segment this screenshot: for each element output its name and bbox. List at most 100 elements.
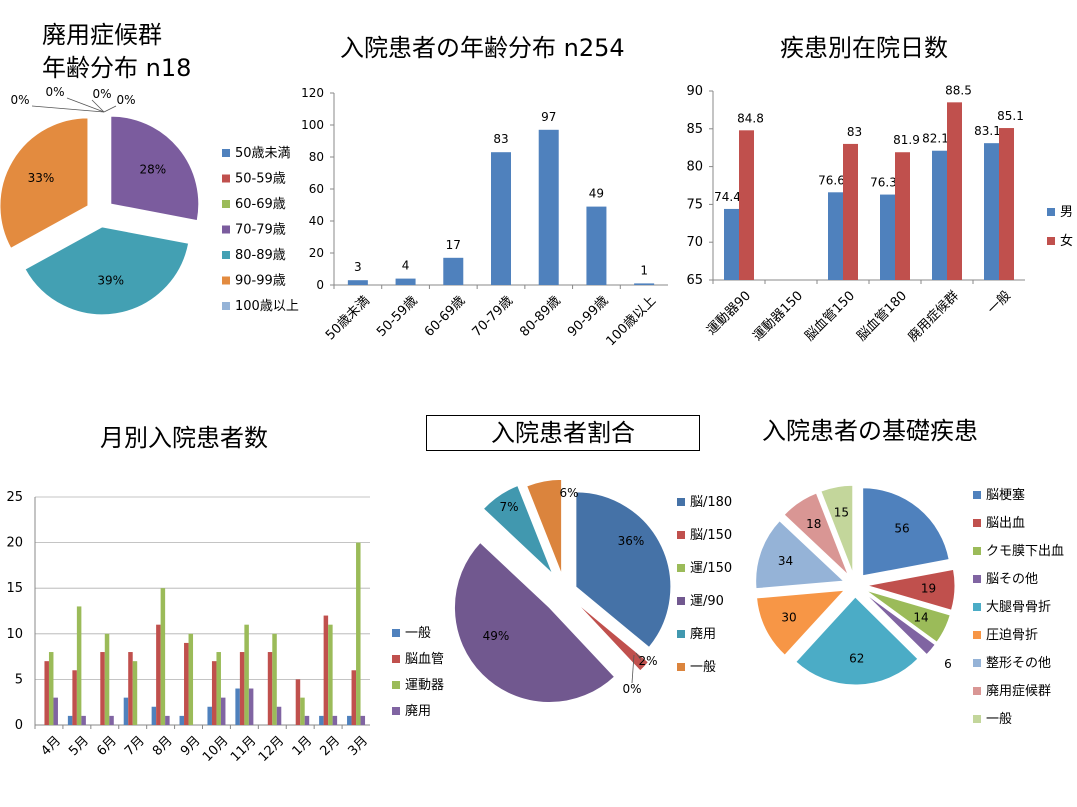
haiyo-legend-label: 50歳未満 [235, 146, 291, 161]
diseases-legend-label: 廃用症候群 [986, 683, 1051, 699]
stay-days-bar [932, 150, 947, 280]
ratio-pie-leader-line [635, 652, 642, 661]
monthly-y-tick-label: 5 [15, 672, 23, 687]
age-dist-data-label: 83 [493, 132, 508, 146]
monthly-x-tick-label: 7月 [122, 733, 148, 759]
haiyo-legend-swatch [222, 149, 230, 157]
stay-days-legend-label: 男 [1060, 205, 1073, 220]
diseases-pie-data-label: 6 [944, 657, 952, 671]
diseases-pie-slice [865, 589, 951, 643]
monthly-bar [104, 633, 110, 725]
stay-days-x-tick-label: 脳血管180 [854, 288, 910, 344]
monthly-bar [67, 715, 73, 725]
monthly-bar [128, 652, 133, 725]
monthly-bar [300, 697, 305, 725]
monthly-legend-label: 脳血管 [405, 652, 444, 667]
diseases-chart-title: 入院患者の基礎疾患 [762, 417, 978, 445]
age-dist-data-label: 3 [354, 260, 362, 274]
monthly-y-tick-label: 10 [6, 627, 23, 642]
diseases-pie-slice [795, 596, 919, 686]
diseases-pie-slice [863, 592, 936, 656]
stay-days-legend-swatch [1047, 237, 1055, 245]
monthly-x-tick-label: 4月 [38, 733, 64, 759]
monthly-bar [244, 624, 249, 725]
monthly-bar [276, 706, 282, 725]
monthly-bar [319, 715, 324, 725]
monthly-bar [132, 661, 138, 725]
stay-days-bar [895, 152, 910, 280]
diseases-pie-data-label: 18 [806, 517, 821, 531]
stay-days-legend-swatch [1047, 208, 1055, 216]
haiyo-pie-data-label: 0% [116, 93, 135, 107]
monthly-legend-label: 廃用 [405, 703, 431, 719]
monthly-x-tick-label: 6月 [94, 733, 120, 759]
age-dist-data-label: 1 [640, 263, 648, 277]
monthly-bar [248, 688, 254, 725]
haiyo-legend-swatch [222, 200, 230, 208]
age-dist-x-tick-label: 60-69歳 [422, 293, 469, 340]
stay-days-bar [739, 130, 754, 280]
monthly-bar [332, 715, 338, 725]
ratio-pie-data-label: 0% [622, 682, 641, 696]
stay-days-data-label: 76.6 [818, 173, 845, 187]
ratio-legend-swatch [677, 597, 685, 605]
age-dist-bar [491, 152, 511, 285]
monthly-bar [165, 715, 170, 725]
stay-days-x-tick-label: 一般 [984, 288, 1014, 318]
stay-days-y-tick-label: 85 [686, 122, 703, 137]
age-dist-bar [538, 129, 559, 285]
diseases-pie-data-label: 19 [921, 582, 936, 596]
monthly-bar [356, 542, 361, 725]
monthly-bar [160, 588, 166, 725]
haiyo-pie-data-label: 33% [28, 171, 55, 185]
monthly-bar [267, 652, 273, 725]
ratio-chart-title: 入院患者割合 [426, 415, 700, 451]
stay-days-x-tick-label: 運動器90 [704, 288, 754, 338]
monthly-bar [44, 661, 49, 725]
ratio-pie-slice [453, 541, 616, 704]
stay-days-x-tick-label: 脳血管150 [802, 288, 858, 344]
monthly-bar [235, 688, 240, 725]
haiyo-legend-label: 80-89歳 [235, 248, 286, 263]
monthly-legend-swatch [392, 629, 400, 637]
age-dist-y-tick-label: 100 [301, 118, 324, 132]
diseases-legend-swatch [973, 575, 981, 583]
haiyo-legend-swatch [222, 302, 230, 310]
monthly-x-tick-label: 1月 [290, 733, 316, 759]
ratio-legend-label: 一般 [690, 659, 716, 675]
ratio-pie-leader-line [631, 654, 635, 684]
diseases-pie-slice [820, 484, 854, 574]
stay-days-data-label: 84.8 [737, 111, 764, 125]
diseases-legend-swatch [973, 715, 981, 723]
stay-days-y-tick-label: 90 [686, 84, 703, 99]
monthly-bar [151, 706, 157, 725]
diseases-pie-slice [756, 589, 846, 656]
monthly-y-tick-label: 20 [6, 536, 23, 551]
monthly-bar [53, 697, 58, 725]
haiyo-pie-leader-line [66, 97, 105, 113]
age-dist-y-tick-label: 0 [316, 278, 324, 292]
stay-days-bar [880, 194, 895, 280]
monthly-bar [351, 670, 357, 725]
diseases-pie-data-label: 14 [913, 611, 928, 625]
haiyo-legend-swatch [222, 225, 230, 234]
stay-days-data-label: 88.5 [945, 83, 972, 97]
haiyo-pie-slice [24, 226, 190, 316]
diseases-legend-swatch [973, 687, 981, 695]
ratio-pie-data-label: 36% [618, 534, 645, 548]
stay-days-data-label: 83 [847, 125, 862, 139]
age-dist-x-tick-label: 100歳以上 [603, 293, 659, 349]
age-dist-bar [634, 283, 655, 285]
diseases-legend-swatch [973, 659, 981, 667]
age-dist-y-tick-label: 120 [301, 86, 324, 100]
diseases-legend-label: 大腿骨骨折 [986, 600, 1051, 615]
diseases-legend-label: 一般 [986, 711, 1012, 727]
age-dist-y-tick-label: 20 [309, 246, 324, 260]
stay-days-bar [828, 192, 843, 280]
monthly-y-tick-label: 15 [6, 581, 23, 596]
diseases-pie-data-label: 15 [834, 506, 849, 520]
diseases-legend-swatch [973, 631, 981, 639]
haiyo-pie-data-label: 0% [92, 87, 111, 101]
haiyo-pie-data-label: 28% [139, 162, 166, 176]
